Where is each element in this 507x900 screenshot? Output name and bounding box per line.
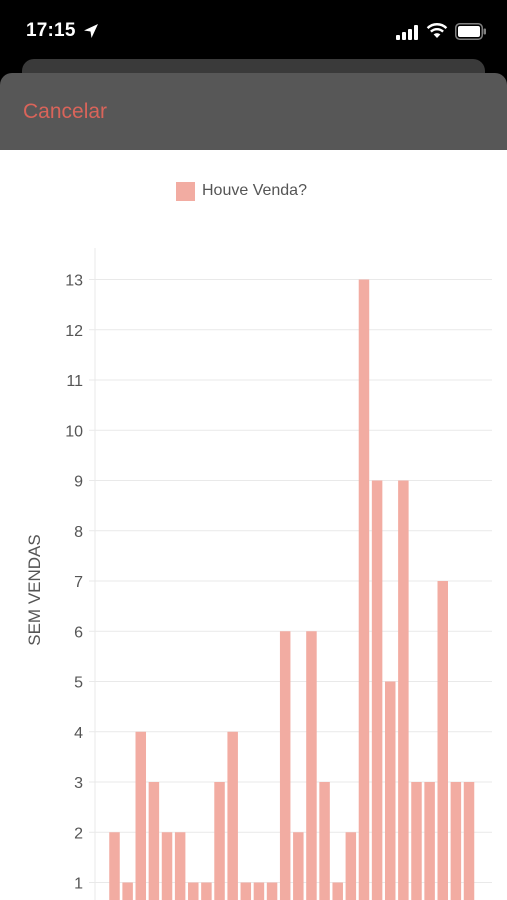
legend-swatch bbox=[176, 181, 195, 201]
bar[interactable] bbox=[148, 782, 160, 900]
bar[interactable] bbox=[253, 882, 265, 900]
bar[interactable] bbox=[332, 882, 343, 900]
status-bar: 17:15 bbox=[0, 0, 507, 62]
bar[interactable] bbox=[240, 882, 252, 900]
bar[interactable] bbox=[227, 731, 238, 900]
y-tick-label: 3 bbox=[74, 775, 83, 792]
y-tick-label: 5 bbox=[74, 675, 83, 692]
y-tick-label: 11 bbox=[66, 373, 83, 390]
legend-label: Houve Venda? bbox=[202, 182, 307, 199]
location-arrow-icon bbox=[84, 24, 98, 38]
y-tick-label: 9 bbox=[74, 474, 83, 491]
bar[interactable] bbox=[424, 782, 435, 900]
chart-legend[interactable]: Houve Venda? bbox=[176, 181, 307, 201]
bar[interactable] bbox=[174, 832, 186, 900]
y-tick-label: 4 bbox=[74, 725, 83, 742]
bar[interactable] bbox=[358, 279, 370, 900]
bar[interactable] bbox=[345, 832, 357, 900]
y-tick-label: 12 bbox=[65, 323, 83, 340]
bar[interactable] bbox=[384, 681, 396, 900]
bar[interactable] bbox=[319, 782, 330, 900]
modal-header bbox=[0, 73, 507, 150]
bar[interactable] bbox=[450, 782, 462, 900]
bar[interactable] bbox=[279, 631, 291, 900]
battery-icon bbox=[455, 23, 486, 40]
bar[interactable] bbox=[188, 882, 199, 900]
y-tick-label: 10 bbox=[65, 423, 83, 440]
y-tick-label: 7 bbox=[74, 574, 83, 591]
cellular-signal-icon bbox=[396, 25, 418, 40]
bar[interactable] bbox=[161, 832, 173, 900]
y-tick-label: 6 bbox=[74, 624, 83, 641]
bar[interactable] bbox=[306, 631, 317, 900]
y-tick-label: 1 bbox=[74, 876, 83, 893]
bar[interactable] bbox=[463, 782, 475, 900]
wifi-icon bbox=[426, 23, 448, 38]
bar[interactable] bbox=[371, 480, 383, 900]
bar[interactable] bbox=[109, 832, 120, 900]
bar[interactable] bbox=[122, 882, 133, 900]
status-time: 17:15 bbox=[26, 20, 76, 41]
bar[interactable] bbox=[398, 480, 409, 900]
bar[interactable] bbox=[437, 581, 449, 900]
y-tick-label: 8 bbox=[74, 524, 83, 541]
bar[interactable] bbox=[135, 731, 147, 900]
bar[interactable] bbox=[214, 782, 225, 900]
bar[interactable] bbox=[266, 882, 278, 900]
bar[interactable] bbox=[201, 882, 212, 900]
bar[interactable] bbox=[293, 832, 304, 900]
bar[interactable] bbox=[411, 782, 422, 900]
chart-container bbox=[0, 150, 507, 900]
y-tick-label: 2 bbox=[74, 825, 83, 842]
cancel-button[interactable]: Cancelar bbox=[23, 100, 108, 123]
y-tick-label: 13 bbox=[65, 273, 83, 290]
